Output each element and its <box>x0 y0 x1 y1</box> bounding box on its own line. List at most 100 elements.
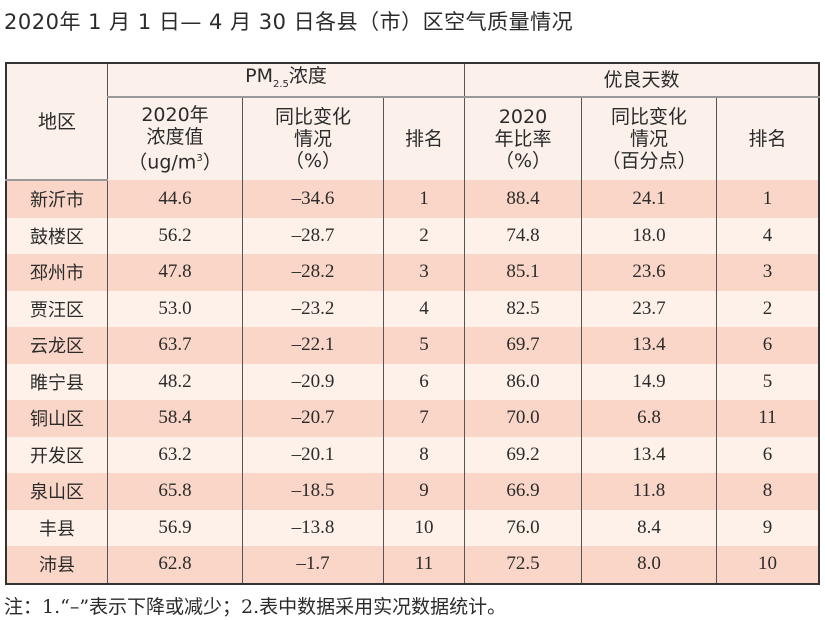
header-line: 情况 <box>629 128 668 150</box>
cell-good-rank: 6 <box>716 436 820 473</box>
cell-pm-change: –18.5 <box>242 473 384 510</box>
header-line: （百分点） <box>601 150 697 172</box>
cell-good-change: 6.8 <box>581 400 717 437</box>
table-row: 贾汪区 53.0 –23.2 4 82.5 23.7 2 <box>5 290 820 327</box>
header-line: 情况 <box>293 128 332 150</box>
cell-pm-rank: 5 <box>383 327 465 364</box>
cell-pm-value: 44.6 <box>107 180 243 218</box>
cell-pm-change: –23.2 <box>242 290 384 327</box>
cell-pm-value: 53.0 <box>107 290 243 327</box>
cell-pm-rank: 2 <box>383 217 465 254</box>
cell-good-rank: 9 <box>716 509 820 546</box>
cell-good-change: 18.0 <box>581 217 717 254</box>
table-row: 开发区 63.2 –20.1 8 69.2 13.4 6 <box>5 436 820 473</box>
cell-region: 云龙区 <box>5 327 108 364</box>
cell-pm-change: –20.7 <box>242 400 384 437</box>
cell-good-rate: 82.5 <box>464 290 582 327</box>
header-good-rank: 排名 <box>716 97 820 180</box>
table-row: 鼓楼区 56.2 –28.7 2 74.8 18.0 4 <box>5 217 820 254</box>
cell-good-rate: 70.0 <box>464 400 582 437</box>
cell-pm-rank: 4 <box>383 290 465 327</box>
cell-good-rank: 11 <box>716 400 820 437</box>
cell-pm-rank: 9 <box>383 473 465 510</box>
table-row: 新沂市 44.6 –34.6 1 88.4 24.1 1 <box>5 180 820 218</box>
header-line: ） <box>202 151 222 174</box>
header-pm-change: 同比变化 情况 （%） <box>242 97 384 180</box>
cell-region: 开发区 <box>5 436 108 473</box>
cell-pm-change: –22.1 <box>242 327 384 364</box>
header-line: 2020 <box>498 106 548 128</box>
cell-good-rank: 3 <box>716 254 820 291</box>
cell-pm-value: 62.8 <box>107 546 243 584</box>
header-pm-value: 2020年 浓度值 （ug/m3） <box>107 97 243 180</box>
cell-region: 铜山区 <box>5 400 108 437</box>
header-region: 地区 <box>5 63 108 181</box>
pm-suffix: 浓度 <box>288 64 327 87</box>
cell-good-rank: 2 <box>716 290 820 327</box>
cell-good-change: 8.4 <box>581 509 717 546</box>
header-sup: 3 <box>196 153 203 165</box>
cell-pm-change: –20.9 <box>242 363 384 400</box>
cell-good-rate: 66.9 <box>464 473 582 510</box>
table-row: 铜山区 58.4 –20.7 7 70.0 6.8 11 <box>5 400 820 437</box>
cell-pm-change: –1.7 <box>242 546 384 584</box>
cell-good-rate: 85.1 <box>464 254 582 291</box>
cell-pm-change: –20.1 <box>242 436 384 473</box>
cell-good-rank: 8 <box>716 473 820 510</box>
header-good-change: 同比变化 情况 （百分点） <box>581 97 717 180</box>
cell-good-change: 13.4 <box>581 436 717 473</box>
cell-good-rate: 86.0 <box>464 363 582 400</box>
cell-pm-value: 48.2 <box>107 363 243 400</box>
cell-pm-change: –28.2 <box>242 254 384 291</box>
cell-region: 睢宁县 <box>5 363 108 400</box>
cell-pm-rank: 3 <box>383 254 465 291</box>
cell-region: 沛县 <box>5 546 108 584</box>
pm-subscript: 2.5 <box>272 78 289 90</box>
cell-good-rank: 1 <box>716 180 820 218</box>
cell-region: 鼓楼区 <box>5 217 108 254</box>
cell-good-rank: 10 <box>716 546 820 584</box>
cell-good-rate: 76.0 <box>464 509 582 546</box>
header-line: （%） <box>284 150 342 172</box>
cell-good-change: 13.4 <box>581 327 717 364</box>
header-line: 同比变化 <box>610 106 687 128</box>
header-pm25-group: PM2.5浓度 <box>107 63 465 98</box>
table-row: 云龙区 63.7 –22.1 5 69.7 13.4 6 <box>5 327 820 364</box>
cell-good-rate: 69.2 <box>464 436 582 473</box>
cell-good-rate: 74.8 <box>464 217 582 254</box>
cell-region: 新沂市 <box>5 180 108 218</box>
cell-region: 泉山区 <box>5 473 108 510</box>
cell-good-rank: 6 <box>716 327 820 364</box>
page-title: 2020年 1 月 1 日— 4 月 30 日各县（市）区空气质量情况 <box>4 10 574 34</box>
cell-pm-value: 56.9 <box>107 509 243 546</box>
cell-pm-rank: 8 <box>383 436 465 473</box>
cell-pm-value: 47.8 <box>107 254 243 291</box>
table-row: 沛县 62.8 –1.7 11 72.5 8.0 10 <box>5 546 820 584</box>
header-pm-rank: 排名 <box>383 97 465 180</box>
cell-pm-change: –13.8 <box>242 509 384 546</box>
cell-good-rank: 5 <box>716 363 820 400</box>
cell-pm-rank: 1 <box>383 180 465 218</box>
header-line: 同比变化 <box>274 106 351 128</box>
air-quality-table: 地区 PM2.5浓度 优良天数 2020年 浓度值 （ug/m3） 同比变化 情… <box>5 62 820 585</box>
header-line: 年比率 <box>494 128 552 150</box>
header-line: 浓度值 <box>146 126 204 149</box>
table-row: 睢宁县 48.2 –20.9 6 86.0 14.9 5 <box>5 363 820 400</box>
cell-pm-rank: 10 <box>383 509 465 546</box>
cell-good-change: 11.8 <box>581 473 717 510</box>
cell-pm-value: 63.7 <box>107 327 243 364</box>
header-line: 2020年 <box>141 104 209 127</box>
table-row: 丰县 56.9 –13.8 10 76.0 8.4 9 <box>5 509 820 546</box>
cell-pm-value: 65.8 <box>107 473 243 510</box>
cell-region: 丰县 <box>5 509 108 546</box>
cell-pm-value: 56.2 <box>107 217 243 254</box>
cell-good-rate: 88.4 <box>464 180 582 218</box>
cell-pm-rank: 7 <box>383 400 465 437</box>
header-line: （ug/m <box>128 151 197 174</box>
cell-pm-rank: 11 <box>383 546 465 584</box>
cell-good-rank: 4 <box>716 217 820 254</box>
cell-pm-change: –34.6 <box>242 180 384 218</box>
cell-region: 贾汪区 <box>5 290 108 327</box>
cell-good-change: 14.9 <box>581 363 717 400</box>
cell-pm-rank: 6 <box>383 363 465 400</box>
